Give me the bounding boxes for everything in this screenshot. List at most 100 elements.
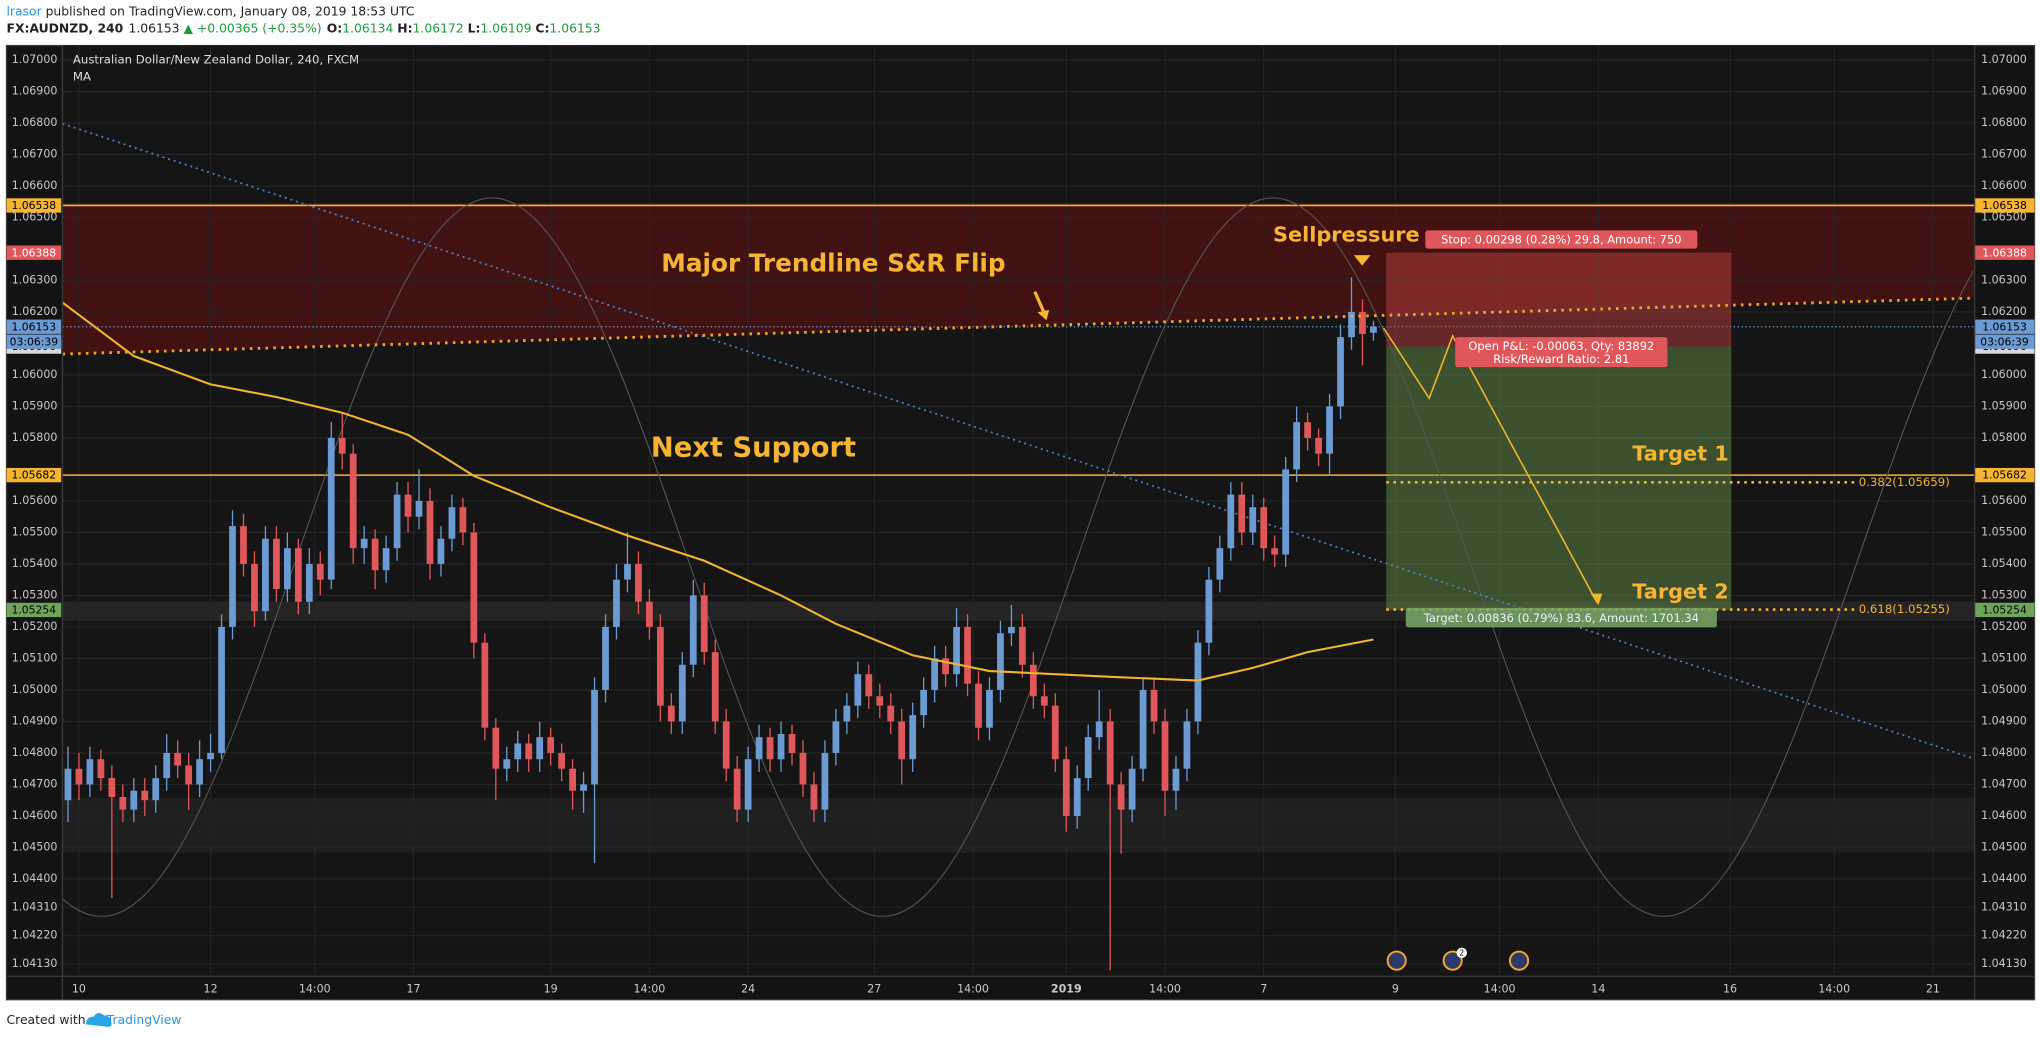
candle-body [316,563,324,580]
x-tick-label: 27 [867,982,881,995]
candle-body [1073,778,1081,816]
stop-zone [1386,252,1732,347]
event-icon[interactable] [1508,950,1530,971]
candle-body [481,642,489,728]
candle-body [108,778,116,798]
x-tick-label: 24 [741,982,755,995]
y-tick-label: 1.05100 [12,651,58,664]
marker [1353,255,1371,266]
candle-body [470,532,478,643]
price-tag [6,319,62,334]
target-label: Target: 0.00836 (0.79%) 83.6, Amount: 17… [1423,611,1699,625]
price-tag [6,245,62,260]
candle-body [1348,311,1355,338]
target-box [1405,607,1717,628]
candle-body [152,778,160,801]
x-tick-label: 14:00 [633,982,665,995]
candle-body [876,696,884,706]
y-tick-label: 1.06500 [1981,210,2027,223]
countdown: 03:06:39 [1980,335,2029,348]
y-tick-label: 1.06800 [1981,116,2027,129]
candle-body [777,734,785,760]
candle-body [1128,768,1136,810]
candle-body [1029,664,1037,697]
symbol: FX:AUDNZD, 240 [7,21,124,35]
candle-body [1019,626,1026,665]
price-tag-label: 1.05682 [12,469,57,482]
candle-body [964,626,971,684]
candle-body [360,538,368,549]
candle-body [514,743,522,760]
candle-body [700,595,708,653]
candle-body [1150,689,1158,722]
event-icon[interactable] [1442,950,1463,971]
candle-body [646,601,653,627]
candle-body [832,721,840,753]
x-tick-label: 14:00 [957,982,989,995]
candle-body [1282,469,1290,555]
x-tick-label: 14 [1591,982,1605,995]
candle-body [1084,737,1092,779]
candle-body [689,595,697,665]
candle-body [251,563,258,612]
y-tick-label: 1.04220 [12,929,58,942]
candle-body [558,752,566,769]
price-tag [1974,467,2035,483]
candle-body [86,759,94,785]
cycle-curve [62,197,1974,917]
trendline [62,122,1975,760]
candle-body [766,737,774,760]
candle-body [1194,642,1202,722]
candle-body [294,548,302,602]
y-tick-label: 1.06600 [1981,179,2027,192]
x-tick-label: 9 [1392,982,1399,995]
y-tick-label: 1.06300 [1981,273,2027,286]
candle-body [1337,337,1344,407]
candle-body [426,500,434,564]
y-tick-label: 1.05200 [12,620,58,633]
candle-body [119,797,127,810]
y-tick-label: 1.04130 [12,957,58,970]
fib-label: 0.618(1.05255) [1859,602,1950,616]
candle-body [415,500,423,517]
candle-body [1008,626,1015,634]
event-icon[interactable] [1386,950,1407,971]
change: ▲ +0.00365 (+0.35%) [183,21,321,35]
y-tick-label: 1.05600 [12,494,58,507]
annotation: Target 1 [1632,441,1729,465]
candle-body [997,633,1004,690]
logo [85,1013,112,1028]
candle-body [1095,721,1103,738]
candle-body [975,683,982,728]
candle-body [898,721,906,760]
events: 2 [1386,947,1530,971]
header-line: lrasor published on TradingView.com, Janu… [7,4,415,18]
x-tick-label: 14:00 [1818,982,1850,995]
candle-body [1260,507,1268,549]
candle-body [437,538,445,564]
x-tick-label: 12 [204,982,218,995]
candle-body [283,548,291,590]
candle-body [196,759,203,785]
o-label: O: [327,21,342,35]
candle-body [229,526,236,627]
author: lrasor [7,4,43,18]
y-tick-label: 1.06300 [12,273,58,286]
candle-body [843,705,851,722]
event-badge [1456,947,1467,959]
countdown-tag [6,334,62,349]
footer-brand: TradingView [106,1013,182,1027]
candle-body [382,548,390,571]
candle-body [1293,422,1301,470]
y-tick-label: 1.04220 [1981,929,2027,942]
candle-body [1216,548,1224,580]
y-tick-label: 1.05000 [1981,683,2027,696]
candle-body [459,507,467,533]
y-tick-label: 1.06200 [12,305,58,318]
x-tick-label: 17 [407,982,421,995]
rr-label: Risk/Reward Ratio: 2.81 [1493,352,1629,366]
annotation: Major Trendline S&R Flip [661,248,1005,277]
candle-body [602,626,609,690]
candle-body [854,674,862,706]
